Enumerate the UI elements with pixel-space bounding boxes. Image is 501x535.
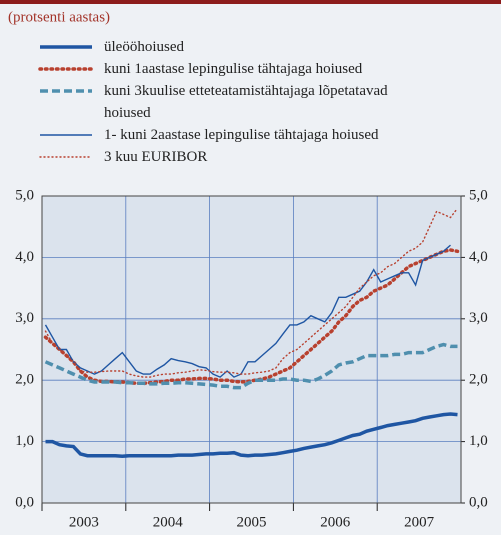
x-tick-label: 2003	[69, 514, 99, 530]
y2-tick-label: 1,0	[469, 433, 488, 449]
y2-tick-label: 0,0	[469, 494, 488, 510]
legend: üleööhoiused kuni 1aastase lepingulise tä…	[38, 36, 438, 168]
series-line	[44, 244, 451, 378]
y2-tick-label: 3,0	[469, 310, 488, 326]
legend-swatch	[39, 156, 93, 158]
y2-tick-label: 4,0	[469, 249, 488, 265]
legend-label: 3 kuu EURIBOR	[104, 149, 208, 165]
x-tick-label: 2007	[404, 514, 435, 530]
legend-swatch	[40, 89, 92, 93]
legend-item: kuni 1aastase lepingulise tähtajaga hoiu…	[38, 58, 438, 80]
y-tick-label: 3,0	[15, 310, 34, 326]
plot-border	[41, 195, 462, 504]
legend-item: üleööhoiused	[38, 36, 438, 58]
x-tick-label: 2005	[237, 514, 267, 530]
legend-item: 3 kuu EURIBOR	[38, 146, 438, 168]
series-line	[45, 412, 458, 459]
y-tick-label: 2,0	[15, 372, 34, 388]
subtitle: (protsenti aastas)	[8, 9, 110, 25]
series-line	[44, 342, 458, 390]
legend-swatch	[40, 45, 92, 49]
x-tick-label: 2004	[153, 514, 184, 530]
legend-swatch	[38, 67, 94, 71]
x-tick-label: 2006	[320, 514, 351, 530]
y-tick-label: 4,0	[15, 249, 34, 265]
legend-label: kuni 3kuulise etteteatamistähtajaga lõpe…	[104, 83, 388, 121]
top-bar	[0, 0, 501, 4]
y-tick-label: 0,0	[15, 494, 34, 510]
y-tick-label: 1,0	[15, 433, 34, 449]
series-line	[44, 207, 459, 378]
y2-tick-label: 2,0	[469, 372, 488, 388]
y-tick-label: 5,0	[15, 187, 34, 203]
legend-item: kuni 3kuulise etteteatamistähtajaga lõpe…	[38, 80, 438, 124]
y2-tick-label: 5,0	[469, 187, 488, 203]
legend-label: kuni 1aastase lepingulise tähtajaga hoiu…	[104, 61, 363, 77]
legend-item: 1- kuni 2aastase lepingulise tähtajaga h…	[38, 124, 438, 146]
legend-label: üleööhoiused	[104, 39, 184, 55]
legend-swatch	[40, 134, 92, 136]
plot-area	[42, 196, 461, 503]
legend-label: 1- kuni 2aastase lepingulise tähtajaga h…	[104, 127, 379, 143]
